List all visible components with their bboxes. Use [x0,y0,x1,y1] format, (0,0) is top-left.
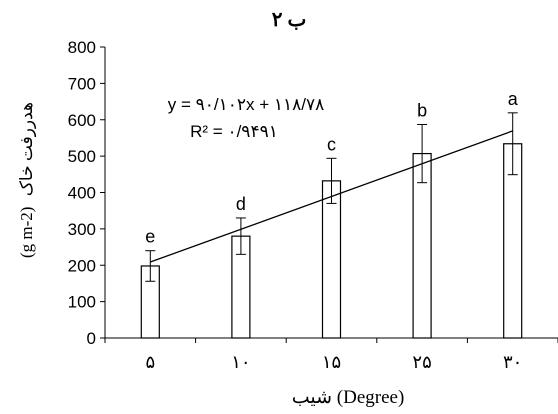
x-tick-label: ۱۵ [322,352,341,372]
y-tick-label: 300 [68,220,96,239]
significance-letter: e [145,227,155,247]
trendline [150,130,513,263]
x-axis-title: شیب (Degree) [292,387,405,408]
y-axis-ticks: 0 100 200 300 400 500 600 700 800 [68,38,105,348]
y-tick-label: 700 [68,74,96,93]
y-axis-title: (g m-2) هدررفت خاک [17,102,37,258]
x-axis-ticks: ۵ ۱۰ ۱۵ ۲۵ ۳۰ [104,338,558,372]
y-axis-title-unit: (g m-2) [17,207,36,258]
y-tick-label: 600 [68,111,96,130]
x-tick-label: ۳۰ [503,352,522,372]
significance-letter: b [417,100,427,120]
y-tick-label: 0 [87,329,96,348]
y-tick-label: 500 [68,147,96,166]
y-tick-label: 200 [68,256,96,275]
y-tick-label: 400 [68,184,96,203]
y-tick-label: 100 [68,293,96,312]
y-axis-title-text: هدررفت خاک [17,102,37,196]
significance-letter: d [236,194,246,214]
bars: e d c b a [140,89,523,339]
chart-title: ب ۲ [272,9,307,31]
x-tick-label: ۵ [145,352,155,372]
significance-letter: c [327,134,336,154]
trendline-r2: R² = ۰/۹۴۹۱ [190,122,278,141]
x-tick-label: ۱۰ [231,352,250,372]
significance-letter: a [508,89,519,109]
trendline-equation: y = ۹۰/۱۰۲x + ۱۱۸/۷۸ [168,95,325,114]
y-tick-label: 800 [68,38,96,57]
svg-text:(g m-2) هدررفت خاک: (g m-2) هدررفت خاک [17,102,37,258]
bar [321,180,342,339]
x-tick-label: ۲۵ [412,352,431,372]
